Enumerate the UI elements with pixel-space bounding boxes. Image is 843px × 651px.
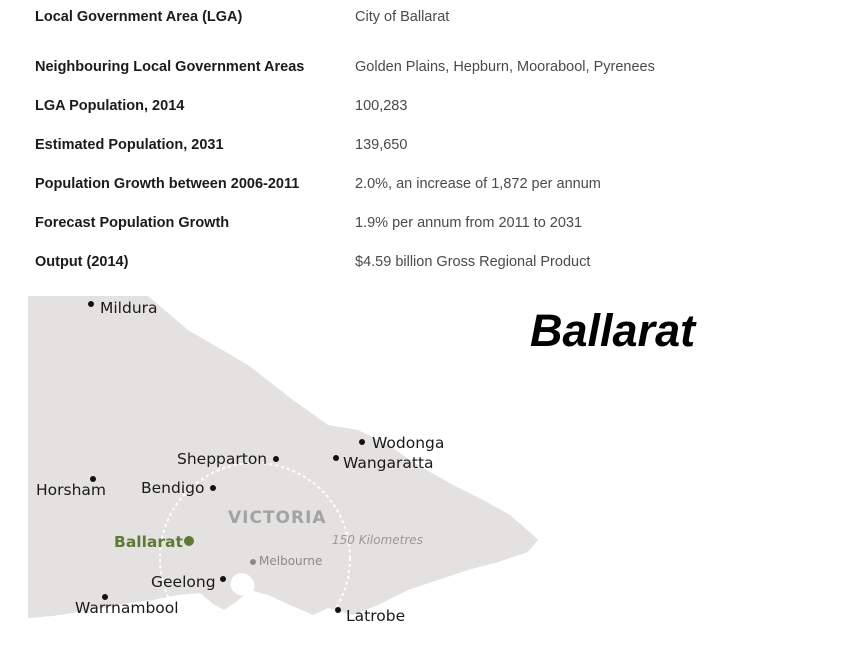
lga-info-table: Local Government Area (LGA) City of Ball… [35,8,815,281]
victoria-region-label: VICTORIA [228,508,327,528]
horsham-marker [90,476,96,482]
wangaratta-label: Wangaratta [343,454,434,472]
victoria-map-shape [28,296,538,651]
wodonga-marker [359,439,365,445]
info-row-neighbouring: Neighbouring Local Government Areas Gold… [35,47,815,86]
info-row-lga: Local Government Area (LGA) City of Ball… [35,8,815,26]
info-value: 2.0%, an increase of 1,872 per annum [355,175,601,192]
info-row-estimated-2031: Estimated Population, 2031 139,650 [35,125,815,164]
horsham-label: Horsham [36,481,107,499]
info-label: LGA Population, 2014 [35,97,185,114]
info-label: Population Growth between 2006-2011 [35,175,300,192]
shepparton-label: Shepparton [177,450,268,468]
shepparton-marker [273,456,279,462]
info-row-forecast-growth: Forecast Population Growth 1.9% per annu… [35,203,815,242]
info-row-output: Output (2014) $4.59 billion Gross Region… [35,242,815,281]
ballarat-map-label: Ballarat [114,533,183,551]
victoria-map: Mildura Wodonga Shepparton Wangaratta Ho… [28,290,538,651]
geelong-marker [220,576,226,582]
ballarat-marker [184,536,194,546]
geelong-label: Geelong [151,573,216,591]
info-row-growth-2006-2011: Population Growth between 2006-2011 2.0%… [35,164,815,203]
info-label: Estimated Population, 2031 [35,136,224,153]
latrobe-label: Latrobe [346,607,406,625]
info-value: City of Ballarat [355,9,450,25]
mildura-label: Mildura [100,299,158,317]
melbourne-label: Melbourne [259,554,323,568]
info-value: 1.9% per annum from 2011 to 2031 [355,214,583,231]
bendigo-marker [210,485,216,491]
info-label: Output (2014) [35,253,129,270]
radius-150km-circle [159,462,351,651]
info-row-population-2014: LGA Population, 2014 100,283 [35,86,815,125]
bendigo-label: Bendigo [141,479,205,497]
wodonga-label: Wodonga [372,434,445,452]
radius-label: 150 Kilometres [332,533,423,547]
melbourne-marker [250,559,256,565]
info-value: Golden Plains, Hepburn, Moorabool, Pyren… [355,58,655,75]
info-label: Neighbouring Local Government Areas [35,58,305,75]
victoria-landmass [28,296,538,618]
latrobe-marker [335,607,341,613]
port-phillip-bay [230,573,255,596]
info-label: Forecast Population Growth [35,214,230,231]
wangaratta-marker [333,455,339,461]
info-value: 100,283 [355,97,408,114]
info-value: $4.59 billion Gross Regional Product [355,253,591,270]
warrnambool-label: Warrnambool [75,599,179,617]
mildura-marker [88,301,94,307]
page-title: Ballarat [530,305,696,356]
info-value: 139,650 [355,136,408,153]
warrnambool-marker [102,594,108,600]
info-label: Local Government Area (LGA) [35,9,243,25]
